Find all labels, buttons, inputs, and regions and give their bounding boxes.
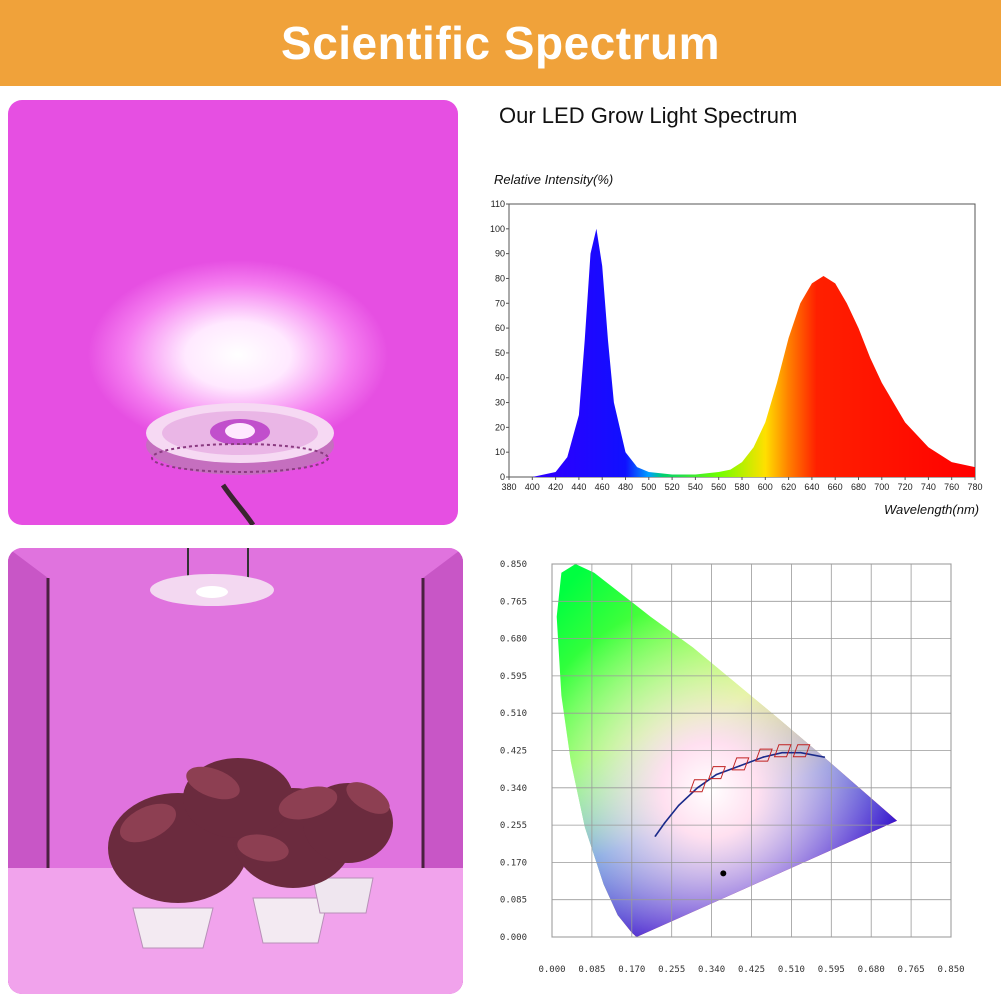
spectrum-x-tick-label: 680	[851, 482, 866, 492]
cie-y-tick-label: 0.595	[500, 672, 527, 682]
spectrum-y-tick-label: 90	[495, 249, 505, 259]
cie-tolerance-box	[689, 779, 708, 793]
cie-x-tick-label: 0.170	[618, 965, 645, 975]
cie-y-tick-label: 0.000	[500, 933, 527, 943]
spectrum-x-tick-label: 400	[525, 482, 540, 492]
spectrum-x-tick-label: 480	[618, 482, 633, 492]
spectrum-x-tick-label: 660	[828, 482, 843, 492]
spectrum-x-tick-label: 560	[711, 482, 726, 492]
spectrum-y-tick-label: 100	[490, 224, 505, 234]
spectrum-area	[509, 228, 975, 477]
cie-y-tick-label: 0.425	[500, 747, 527, 757]
spectrum-heading: Our LED Grow Light Spectrum	[499, 103, 798, 128]
cie-led-point	[720, 870, 727, 877]
spectrum-y-tick-label: 10	[495, 447, 505, 457]
cie-planckian-point	[739, 765, 741, 767]
spectrum-x-tick-label: 780	[967, 482, 982, 492]
cie-y-tick-label: 0.085	[500, 896, 527, 906]
cie-planckian-point	[800, 751, 802, 754]
cie-y-tick-label: 0.170	[500, 858, 527, 868]
cie-x-tick-label: 0.000	[538, 965, 565, 975]
spectrum-x-tick-label: 520	[665, 482, 680, 492]
cie-white-region	[556, 564, 897, 937]
cie-blue-region	[556, 564, 897, 937]
lamp-photo	[8, 100, 458, 525]
cie-planckian-point	[677, 804, 680, 807]
spectrum-y-tick-label: 50	[495, 348, 505, 358]
spectrum-x-tick-label: 420	[548, 482, 563, 492]
spectrum-y-tick-label: 70	[495, 298, 505, 308]
tent-photo	[8, 548, 463, 994]
cie-tolerance-box	[792, 744, 811, 758]
cie-planckian-point	[654, 835, 657, 837]
cie-tolerance-box	[708, 766, 726, 780]
spectrum-x-tick-label: 720	[898, 482, 913, 492]
spectrum-y-tick-label: 30	[495, 398, 505, 408]
cie-x-tick-label: 0.680	[858, 965, 885, 975]
cie-y-tick-label: 0.850	[500, 560, 527, 570]
cie-y-tick-label: 0.680	[500, 635, 527, 645]
cie-x-tick-label: 0.510	[778, 965, 805, 975]
cie-plot-frame	[551, 563, 952, 938]
spectrum-y-tick-label: 20	[495, 422, 505, 432]
spectrum-plot-frame	[508, 203, 976, 478]
spectrum-x-tick-label: 740	[921, 482, 936, 492]
cie-x-tick-label: 0.595	[818, 965, 845, 975]
cie-planckian-point	[823, 756, 826, 758]
cie-tolerance-box	[755, 748, 773, 762]
cie-planckian-point	[715, 773, 718, 776]
spectrum-y-tick-label: 80	[495, 273, 505, 283]
cie-tolerance-box	[773, 744, 792, 758]
spectrum-x-tick-label: 440	[571, 482, 586, 492]
spectrum-y-tick-label: 40	[495, 373, 505, 383]
cie-x-tick-label: 0.425	[738, 965, 765, 975]
cie-planckian-point	[762, 756, 764, 758]
cie-y-tick-label: 0.510	[500, 709, 527, 719]
spectrum-x-tick-label: 640	[804, 482, 819, 492]
cie-planckian-point	[781, 751, 783, 754]
spectrum-x-axis-title: Wavelength(nm)	[884, 502, 980, 517]
spectrum-y-axis-title: Relative Intensity(%)	[494, 172, 614, 187]
spectrum-x-tick-label: 380	[501, 482, 516, 492]
spectrum-x-tick-label: 540	[688, 482, 703, 492]
spectrum-x-tick-label: 700	[874, 482, 889, 492]
cie-planckian-point	[663, 822, 666, 824]
cie-planckian-line	[654, 751, 825, 837]
spectrum-x-tick-label: 500	[641, 482, 656, 492]
cie-planckian-point	[696, 787, 699, 789]
lamp-illustration	[146, 403, 334, 525]
cie-locus-region	[556, 564, 897, 937]
banner-title: Scientific Spectrum	[281, 17, 720, 69]
cie-y-tick-label: 0.340	[500, 784, 527, 794]
cie-x-tick-label: 0.765	[898, 965, 925, 975]
cie-x-tick-label: 0.850	[937, 965, 964, 975]
banner: Scientific Spectrum	[0, 0, 1001, 86]
spectrum-x-tick-label: 600	[758, 482, 773, 492]
spectrum-y-tick-label: 110	[491, 199, 505, 209]
spectrum-x-tick-label: 460	[595, 482, 610, 492]
spectrum-y-tick-label: 60	[495, 323, 505, 333]
cie-x-tick-label: 0.085	[578, 965, 605, 975]
spectrum-x-tick-label: 760	[944, 482, 959, 492]
cie-x-tick-label: 0.340	[698, 965, 725, 975]
cie-y-tick-label: 0.255	[500, 821, 527, 831]
spectrum-x-tick-label: 580	[734, 482, 749, 492]
cie-y-tick-label: 0.765	[500, 597, 527, 607]
spectrum-x-tick-label: 620	[781, 482, 796, 492]
cie-tolerance-box	[731, 757, 750, 771]
tent-illustration	[8, 548, 463, 994]
spectrum-y-tick-label: 0	[500, 472, 505, 482]
cie-x-tick-label: 0.255	[658, 965, 685, 975]
